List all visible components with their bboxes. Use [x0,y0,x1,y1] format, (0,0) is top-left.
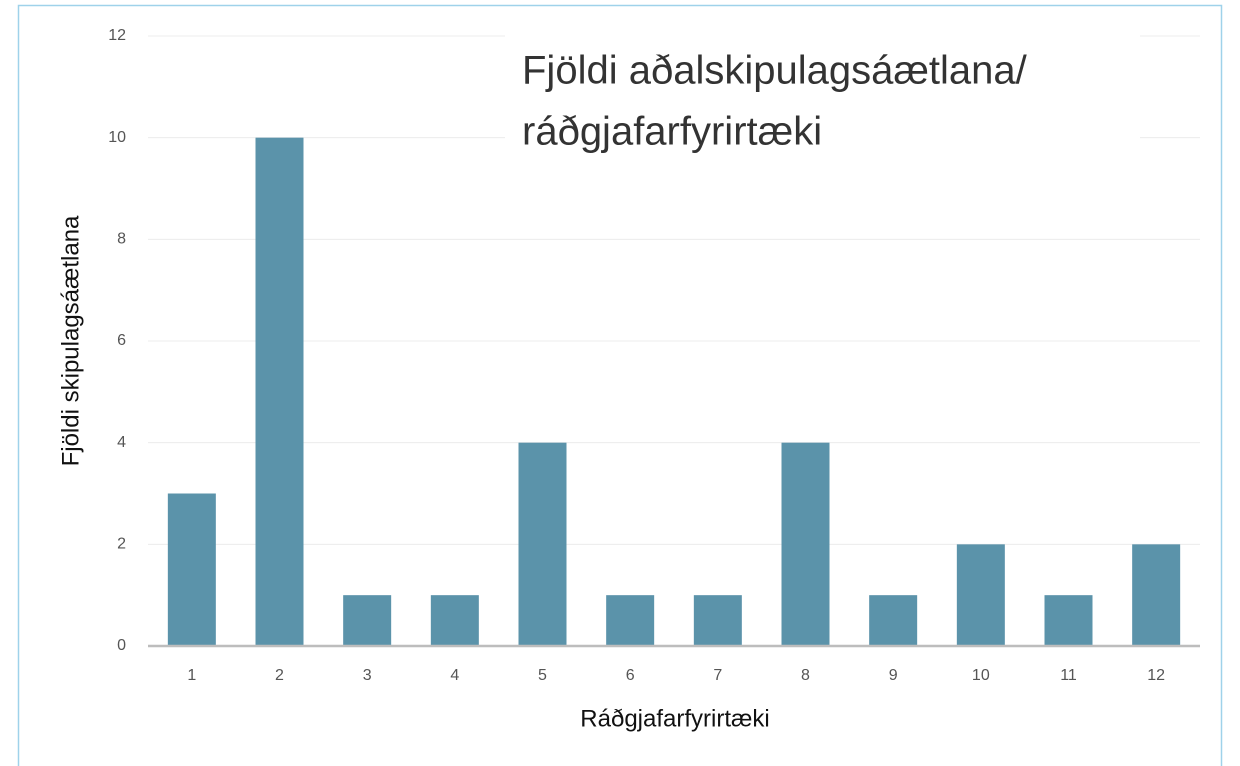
x-tick-label: 7 [713,667,722,684]
bar [781,442,830,646]
x-tick-label: 10 [972,667,990,684]
y-tick-label: 0 [117,637,126,654]
y-tick-label: 6 [117,332,126,349]
x-tick-label: 6 [626,667,635,684]
y-tick-label: 10 [108,129,126,146]
x-tick-label: 11 [1060,667,1077,684]
x-tick-label: 5 [538,667,547,684]
bar [693,595,742,646]
bar [167,493,216,646]
y-tick-label: 2 [117,536,126,553]
bar [343,595,392,646]
bar [518,442,567,646]
y-tick-label: 8 [117,231,126,248]
bar [606,595,655,646]
bar [1044,595,1093,646]
y-axis-label: Fjöldi skipulagsáætlana [57,215,84,466]
y-tick-label: 4 [117,434,126,451]
x-tick-label: 8 [801,667,810,684]
bar [255,137,304,646]
x-tick-label: 1 [187,667,196,684]
bar [956,544,1005,646]
x-axis-label: Ráðgjafarfyrirtæki [580,705,769,732]
x-tick-label: 12 [1147,667,1165,684]
chart-title: ráðgjafarfyrirtæki [522,110,822,154]
x-tick-label: 3 [363,667,372,684]
title-backdrop [505,28,1140,163]
bar [1132,544,1181,646]
x-tick-label: 4 [450,667,459,684]
chart-title: Fjöldi aðalskipulagsáætlana/ [522,49,1028,93]
bar [869,595,918,646]
x-tick-label: 2 [275,667,284,684]
bar [430,595,479,646]
x-tick-label: 9 [889,667,898,684]
y-tick-label: 12 [108,27,126,44]
